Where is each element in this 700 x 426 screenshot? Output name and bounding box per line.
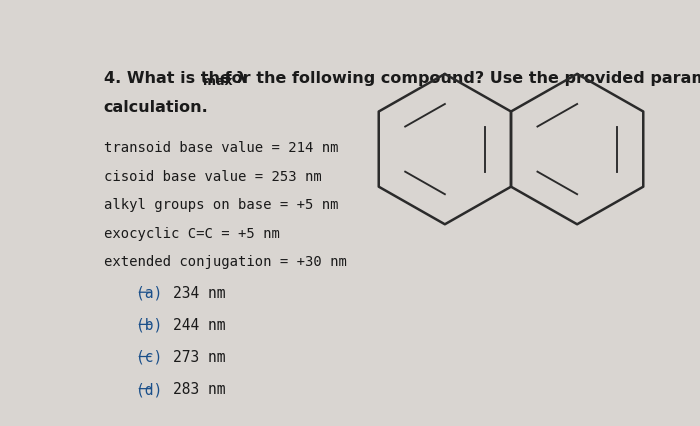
Text: 273 nm: 273 nm [173,350,225,365]
Text: transoid base value = 214 nm: transoid base value = 214 nm [104,141,338,155]
Text: extended conjugation = +30 nm: extended conjugation = +30 nm [104,256,346,270]
Text: (c): (c) [136,350,162,365]
Text: 234 nm: 234 nm [173,286,225,301]
Text: 244 nm: 244 nm [173,318,225,333]
Text: exocyclic C=C = +5 nm: exocyclic C=C = +5 nm [104,227,279,241]
Text: 283 nm: 283 nm [173,382,225,397]
Text: for the following compound? Use the provided parameters for your: for the following compound? Use the prov… [219,71,700,86]
Text: (a): (a) [136,286,162,301]
Text: max: max [203,75,232,88]
Text: cisoid base value = 253 nm: cisoid base value = 253 nm [104,170,321,184]
Text: (d): (d) [136,382,162,397]
Text: 4. What is the λ: 4. What is the λ [104,71,246,86]
Text: alkyl groups on base = +5 nm: alkyl groups on base = +5 nm [104,199,338,213]
Text: calculation.: calculation. [104,100,209,115]
Text: (b): (b) [136,318,162,333]
